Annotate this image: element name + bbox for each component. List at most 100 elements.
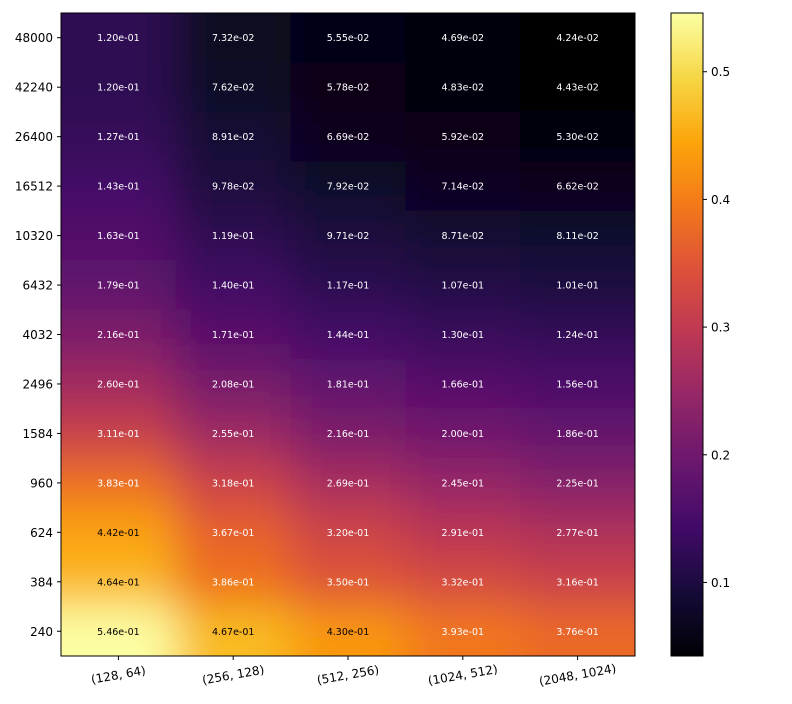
y-tick-label: 6432 xyxy=(22,279,53,293)
heatmap-cell xyxy=(175,260,292,311)
colorbar-tick-label: 0.5 xyxy=(711,65,730,79)
heatmap-cell xyxy=(405,606,521,656)
heatmap-cell xyxy=(61,606,177,656)
heatmap-cell xyxy=(290,210,406,261)
heatmap-cell xyxy=(290,557,406,608)
heatmap-cell-label: 1.86e-01 xyxy=(556,429,599,440)
heatmap-cell-label: 5.30e-02 xyxy=(556,132,599,143)
heatmap-cell-label: 6.69e-02 xyxy=(327,132,370,143)
heatmap-cell xyxy=(61,458,177,509)
heatmap-cell-label: 3.32e-01 xyxy=(442,577,485,588)
heatmap-cell xyxy=(405,210,521,261)
heatmap-cell-label: 1.40e-01 xyxy=(212,281,255,292)
heatmap-cell-label: 3.86e-01 xyxy=(212,577,255,588)
heatmap-cell-label: 1.30e-01 xyxy=(442,330,485,341)
colorbar-tick-label: 0.1 xyxy=(711,576,730,590)
heatmap-cell xyxy=(290,309,406,360)
heatmap-cell-label: 4.24e-02 xyxy=(556,33,599,44)
heatmap-cell xyxy=(405,408,521,459)
heatmap-cell-label: 1.17e-01 xyxy=(327,281,370,292)
heatmap-cell xyxy=(290,62,406,113)
heatmap-cell-label: 4.30e-01 xyxy=(327,627,370,638)
heatmap-cell-label: 3.93e-01 xyxy=(442,627,485,638)
heatmap-cell-label: 8.91e-02 xyxy=(212,132,255,143)
heatmap-cell-label: 3.76e-01 xyxy=(556,627,599,638)
heatmap-cell-label: 6.62e-02 xyxy=(556,182,599,193)
heatmap-cell xyxy=(520,359,635,410)
heatmap-cell-label: 8.71e-02 xyxy=(442,231,485,242)
heatmap-cell-label: 7.92e-02 xyxy=(327,182,370,193)
heatmap-cell-label: 3.11e-01 xyxy=(97,429,140,440)
heatmap-cell-label: 1.63e-01 xyxy=(97,231,140,242)
heatmap-cell-label: 1.44e-01 xyxy=(327,330,370,341)
heatmap-cell-label: 4.43e-02 xyxy=(556,83,599,94)
heatmap-cell xyxy=(175,458,292,509)
y-tick-label: 384 xyxy=(30,575,53,589)
heatmap-cell xyxy=(61,359,177,410)
x-tick-label: (256, 128) xyxy=(201,663,265,688)
heatmap-cell-label: 3.20e-01 xyxy=(327,528,370,539)
heatmap-cell xyxy=(61,62,177,113)
heatmap-cell-label: 9.78e-02 xyxy=(212,182,255,193)
heatmap-cell xyxy=(405,557,521,608)
heatmap-cell-label: 5.92e-02 xyxy=(442,132,485,143)
y-tick-label: 2496 xyxy=(22,377,53,391)
heatmap-cell xyxy=(290,359,406,410)
heatmap-cell-label: 2.08e-01 xyxy=(212,379,255,390)
heatmap-cell-label: 5.55e-02 xyxy=(327,33,370,44)
heatmap-cell xyxy=(405,13,521,63)
heatmap-cell xyxy=(175,507,292,558)
colorbar-frame xyxy=(670,12,704,657)
heatmap-cell xyxy=(520,557,635,608)
heatmap-cell xyxy=(405,62,521,113)
heatmap-cell-label: 2.16e-01 xyxy=(327,429,370,440)
y-tick-label: 26400 xyxy=(15,130,53,144)
x-tick-label: (128, 64) xyxy=(90,663,147,686)
heatmap-cell-label: 1.20e-01 xyxy=(97,83,140,94)
heatmap-cell-label: 1.20e-01 xyxy=(97,33,140,44)
heatmap-cell-label: 2.55e-01 xyxy=(212,429,255,440)
heatmap-cell xyxy=(61,557,177,608)
heatmap-cell xyxy=(61,13,177,63)
heatmap-cell xyxy=(61,161,177,212)
heatmap-cell xyxy=(290,606,406,656)
heatmap-cell-label: 2.69e-01 xyxy=(327,478,370,489)
heatmap-cell-label: 5.78e-02 xyxy=(327,83,370,94)
y-tick-label: 10320 xyxy=(15,229,53,243)
heatmap-cell xyxy=(175,210,292,261)
heatmap-cell-label: 1.24e-01 xyxy=(556,330,599,341)
y-tick-label: 960 xyxy=(30,476,53,490)
y-tick-label: 624 xyxy=(30,526,53,540)
heatmap-cell-label: 3.18e-01 xyxy=(212,478,255,489)
colorbar-tick-label: 0.4 xyxy=(711,193,730,207)
heatmap-cell xyxy=(520,111,635,162)
heatmap-cell-label: 2.91e-01 xyxy=(442,528,485,539)
heatmap-cell-label: 3.50e-01 xyxy=(327,577,370,588)
heatmap-cell-label: 2.45e-01 xyxy=(442,478,485,489)
heatmap-cell-label: 3.83e-01 xyxy=(97,478,140,489)
heatmap-cell-label: 2.16e-01 xyxy=(97,330,140,341)
y-tick-label: 4032 xyxy=(22,328,53,342)
heatmap-cell xyxy=(290,111,406,162)
heatmap-cell-label: 4.69e-02 xyxy=(442,33,485,44)
heatmap-cell-label: 1.79e-01 xyxy=(97,281,140,292)
y-tick-label: 16512 xyxy=(15,180,53,194)
heatmap-cell-label: 9.71e-02 xyxy=(327,231,370,242)
heatmap-cell-label: 1.01e-01 xyxy=(556,281,599,292)
heatmap-cell xyxy=(290,260,406,311)
heatmap-cell xyxy=(520,507,635,558)
heatmap-cell-label: 2.60e-01 xyxy=(97,379,140,390)
heatmap-cell xyxy=(290,458,406,509)
heatmap-cell-label: 1.43e-01 xyxy=(97,182,140,193)
heatmap-cell-label: 4.67e-01 xyxy=(212,627,255,638)
heatmap-cell xyxy=(175,62,292,113)
heatmap-plot-area: 1.20e-01 7.32e-02 5.55e-02 4.69e-02 4.24e-02… xyxy=(60,12,636,657)
heatmap-cells xyxy=(61,13,635,656)
heatmap-cell xyxy=(175,161,292,212)
heatmap-cell-labels: 1.20e-01 7.32e-02 5.55e-02 4.69e-02 4.24e-02… xyxy=(97,33,599,638)
heatmap-cell xyxy=(175,408,292,459)
heatmap-cell-label: 5.46e-01 xyxy=(97,627,140,638)
heatmap-cell xyxy=(175,309,292,360)
colorbar: 0.1 0.2 0.3 0.4 0.5 xyxy=(670,12,730,657)
